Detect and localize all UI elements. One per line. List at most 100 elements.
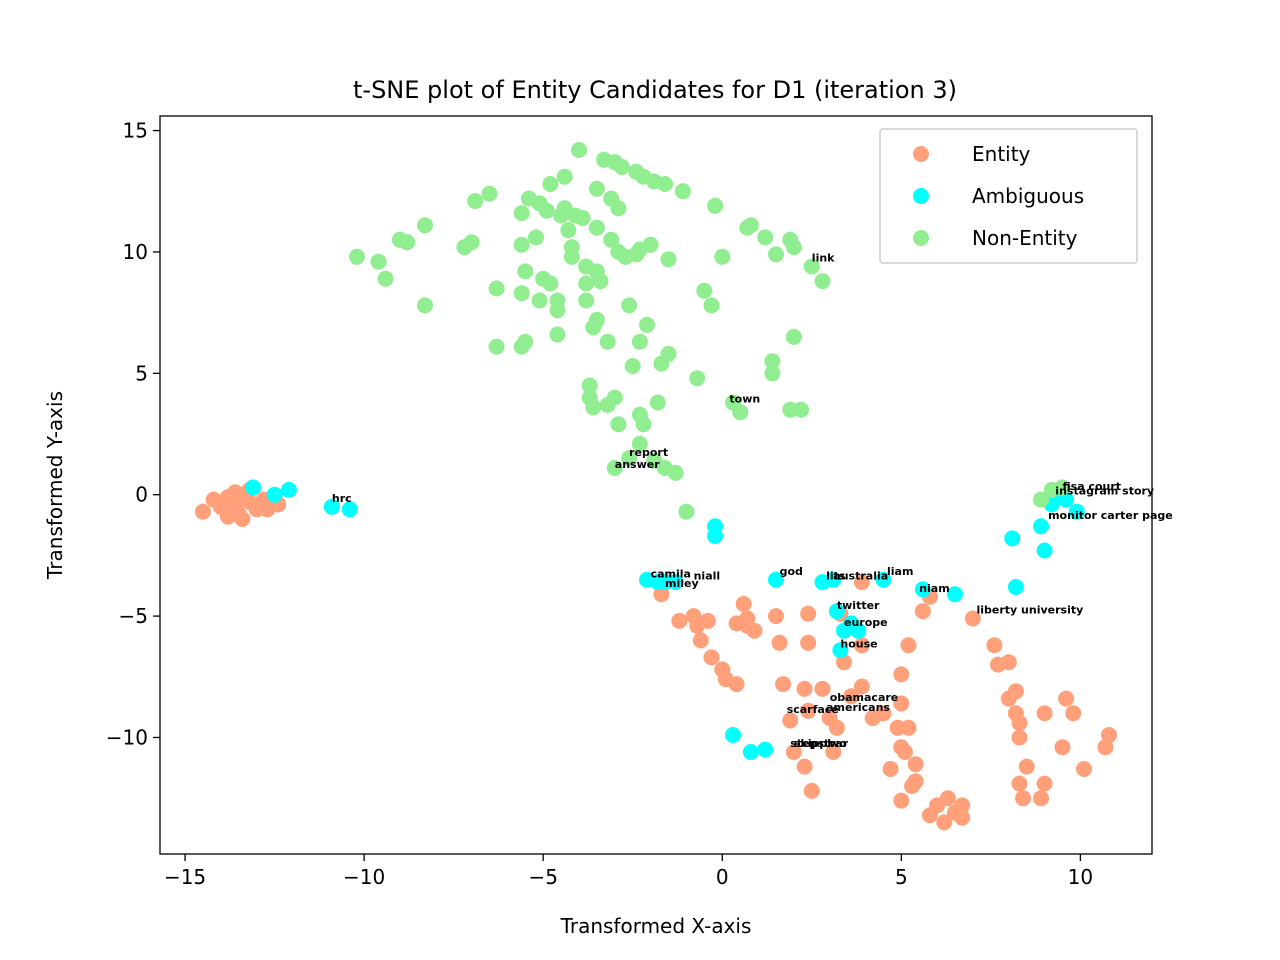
point-annotation: stepstwo: [790, 737, 847, 750]
entity-point: [843, 688, 860, 705]
non-entity-point: [542, 176, 559, 192]
y-axis-ticks: −10 −5 0 5 10 15: [106, 119, 160, 749]
x-tick-label: 10: [1068, 865, 1093, 889]
non-entity-point: [657, 176, 673, 192]
non-entity-point: [349, 248, 365, 265]
legend-marker-entity: [913, 146, 929, 162]
ambiguous-point: [1007, 579, 1024, 595]
non-entity-point: [649, 394, 666, 411]
legend-marker-ambiguous: [913, 188, 929, 204]
non-entity-point: [592, 273, 609, 290]
entity-point: [800, 605, 817, 622]
ambiguous-point: [266, 486, 283, 503]
non-entity-point: [370, 253, 387, 270]
legend-items: Entity Ambiguous Non-Entity: [913, 142, 1084, 250]
legend-marker-non-entity: [913, 230, 929, 246]
non-entity-point: [785, 328, 802, 345]
non-entity-point: [588, 219, 605, 236]
ambiguous-point: [707, 528, 724, 544]
non-entity-point: [513, 236, 530, 253]
legend-label-ambiguous: Ambiguous: [972, 184, 1084, 208]
entity-point: [234, 511, 251, 527]
entity-point: [1033, 790, 1049, 807]
non-entity-point: [782, 401, 799, 418]
entity-point: [1101, 727, 1117, 743]
y-tick-label: −10: [106, 725, 148, 749]
non-entity-point: [1054, 479, 1071, 496]
entity-point: [1007, 683, 1024, 700]
non-entity-point: [610, 200, 627, 217]
point-annotation: report: [629, 446, 668, 459]
non-entity-point: [585, 399, 602, 416]
non-entity-point: [660, 345, 677, 362]
entity-point: [775, 676, 792, 693]
entity-point: [803, 782, 820, 799]
non-entity-point: [560, 222, 577, 239]
point-annotation: europe: [844, 616, 888, 629]
y-tick-label: 10: [123, 240, 148, 264]
point-annotation: lits: [826, 570, 846, 583]
entity-point: [1011, 714, 1028, 731]
entity-point: [746, 622, 763, 639]
entity-point: [768, 608, 784, 625]
entity-point: [782, 712, 799, 729]
entity-point: [699, 612, 716, 629]
ambiguous-point: [828, 603, 845, 620]
y-tick-label: 5: [135, 361, 148, 385]
non-entity-point: [606, 389, 623, 406]
non-entity-point: [610, 416, 627, 433]
ambiguous-point: [947, 586, 963, 603]
point-annotation: niall: [694, 570, 721, 583]
entity-point: [800, 634, 817, 651]
non-entity-point: [417, 217, 433, 234]
non-entity-point: [603, 231, 620, 248]
point-annotation: answer: [615, 458, 660, 471]
legend-label-entity: Entity: [972, 142, 1031, 166]
x-axis-ticks: −15 −10 −5 0 5 10: [164, 854, 1093, 889]
point-annotation: obamacare: [830, 691, 899, 704]
non-entity-point: [606, 460, 623, 476]
non-entity-point: [556, 168, 573, 185]
entity-point: [1000, 654, 1017, 671]
non-entity-point: [578, 292, 595, 309]
entity-point: [907, 773, 924, 790]
point-annotation: skippbar: [794, 737, 849, 750]
non-entity-point: [674, 183, 691, 200]
entity-point: [671, 612, 688, 629]
point-annotation: miley: [665, 577, 699, 590]
ambiguous-point: [1068, 503, 1085, 520]
entity-point: [907, 756, 924, 773]
x-tick-label: 5: [895, 865, 908, 889]
entity-point: [1018, 758, 1035, 775]
non-entity-point: [814, 273, 831, 290]
entity-point: [936, 814, 953, 831]
non-entity-point: [588, 180, 605, 197]
non-entity-point: [377, 270, 394, 287]
point-annotation: house: [840, 638, 877, 651]
non-entity-point: [467, 193, 484, 209]
entity-point: [964, 610, 981, 627]
non-entity-point: [538, 202, 555, 219]
entity-point: [853, 637, 870, 654]
y-tick-label: 15: [123, 119, 148, 143]
legend: Entity Ambiguous Non-Entity: [879, 128, 1138, 264]
entity-point: [1065, 705, 1082, 722]
entity-point: [1097, 739, 1114, 756]
entity-point: [1011, 729, 1028, 746]
legend-box: [879, 128, 1138, 264]
point-annotation: hrc: [332, 492, 352, 505]
x-tick-label: −5: [528, 865, 557, 889]
series-non-entity: [349, 142, 1071, 520]
entity-point: [954, 797, 971, 814]
non-entity-point: [660, 251, 677, 268]
entity-point: [703, 649, 720, 666]
x-tick-label: −10: [343, 865, 385, 889]
entity-point: [893, 695, 910, 712]
non-entity-point: [614, 159, 630, 175]
x-tick-label: 0: [716, 865, 729, 889]
non-entity-point: [531, 292, 548, 309]
entity-point: [896, 744, 913, 760]
non-entity-point: [513, 285, 530, 302]
ambiguous-point: [914, 581, 931, 598]
non-entity-point: [631, 333, 648, 350]
